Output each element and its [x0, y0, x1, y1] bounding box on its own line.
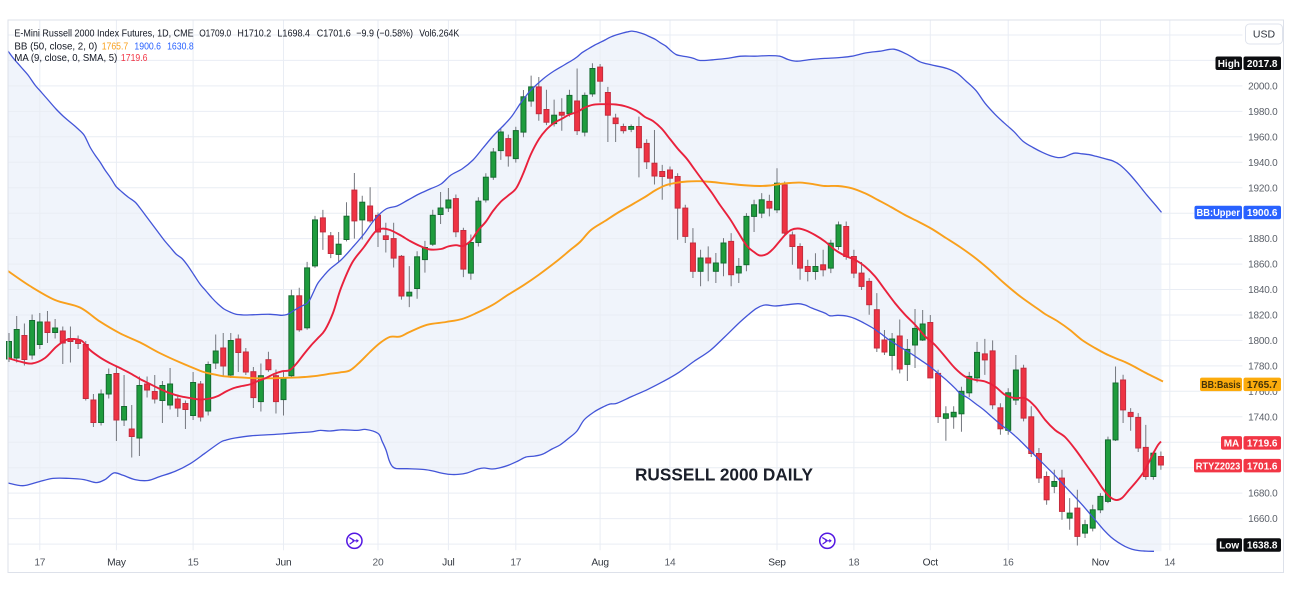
svg-text:18: 18: [848, 558, 859, 569]
svg-text:Jun: Jun: [276, 558, 292, 569]
svg-text:High: High: [1218, 59, 1240, 70]
svg-text:Aug: Aug: [591, 558, 609, 569]
svg-text:1820.0: 1820.0: [1248, 311, 1278, 322]
svg-text:2017.8: 2017.8: [1247, 59, 1278, 70]
svg-text:1900.6: 1900.6: [134, 41, 161, 52]
svg-text:14: 14: [665, 558, 676, 569]
svg-text:20: 20: [373, 558, 384, 569]
svg-text:1680.0: 1680.0: [1248, 489, 1278, 500]
svg-text:1701.6: 1701.6: [1247, 461, 1278, 472]
svg-text:BB (50, close, 2, 0): BB (50, close, 2, 0): [14, 41, 97, 52]
svg-text:1719.6: 1719.6: [1247, 438, 1278, 449]
svg-text:1980.0: 1980.0: [1248, 107, 1278, 118]
svg-text:BB:Basis: BB:Basis: [1201, 380, 1241, 391]
svg-text:C1701.6: C1701.6: [317, 29, 351, 40]
svg-text:Low: Low: [1219, 541, 1239, 552]
svg-text:H1710.2: H1710.2: [237, 29, 271, 40]
svg-text:1920.0: 1920.0: [1248, 183, 1278, 194]
svg-text:1719.6: 1719.6: [121, 53, 148, 64]
svg-text:1660.0: 1660.0: [1248, 514, 1278, 525]
svg-text:2000.0: 2000.0: [1248, 82, 1278, 93]
svg-text:MA (9, close, 0, SMA, 5): MA (9, close, 0, SMA, 5): [14, 53, 117, 64]
svg-text:1630.8: 1630.8: [167, 41, 194, 52]
svg-text:1740.0: 1740.0: [1248, 412, 1278, 423]
svg-text:16: 16: [1003, 558, 1014, 569]
svg-text:17: 17: [34, 558, 45, 569]
svg-text:1940.0: 1940.0: [1248, 158, 1278, 169]
svg-text:E-Mini Russell 2000 Index Futu: E-Mini Russell 2000 Index Futures, 1D, C…: [14, 29, 193, 40]
svg-text:1780.0: 1780.0: [1248, 362, 1278, 373]
svg-text:1638.8: 1638.8: [1247, 541, 1278, 552]
svg-text:RTYZ2023: RTYZ2023: [1196, 461, 1241, 472]
svg-text:1960.0: 1960.0: [1248, 132, 1278, 143]
svg-text:L1698.4: L1698.4: [277, 29, 310, 40]
svg-text:−9.9 (−0.58%): −9.9 (−0.58%): [356, 29, 413, 40]
svg-text:1765.7: 1765.7: [1247, 380, 1278, 391]
svg-text:BB:Upper: BB:Upper: [1197, 208, 1241, 219]
svg-text:17: 17: [510, 558, 521, 569]
svg-text:1840.0: 1840.0: [1248, 285, 1278, 296]
svg-text:1900.6: 1900.6: [1247, 208, 1278, 219]
svg-text:RUSSELL 2000 DAILY: RUSSELL 2000 DAILY: [635, 464, 813, 484]
svg-text:1765.7: 1765.7: [102, 41, 129, 52]
svg-text:MA: MA: [1224, 438, 1240, 449]
svg-text:Jul: Jul: [442, 558, 454, 569]
svg-text:15: 15: [188, 558, 199, 569]
svg-text:Oct: Oct: [923, 558, 939, 569]
svg-text:Sep: Sep: [768, 558, 786, 569]
svg-text:O1709.0: O1709.0: [199, 29, 231, 40]
svg-text:14: 14: [1164, 558, 1175, 569]
svg-text:1880.0: 1880.0: [1248, 234, 1278, 245]
svg-text:May: May: [107, 558, 127, 569]
svg-text:USD: USD: [1253, 29, 1276, 41]
svg-text:Vol6.264K: Vol6.264K: [419, 29, 459, 40]
svg-text:1800.0: 1800.0: [1248, 336, 1278, 347]
svg-text:Nov: Nov: [1092, 558, 1111, 569]
svg-text:1860.0: 1860.0: [1248, 260, 1278, 271]
svg-text:1760.0: 1760.0: [1248, 387, 1278, 398]
